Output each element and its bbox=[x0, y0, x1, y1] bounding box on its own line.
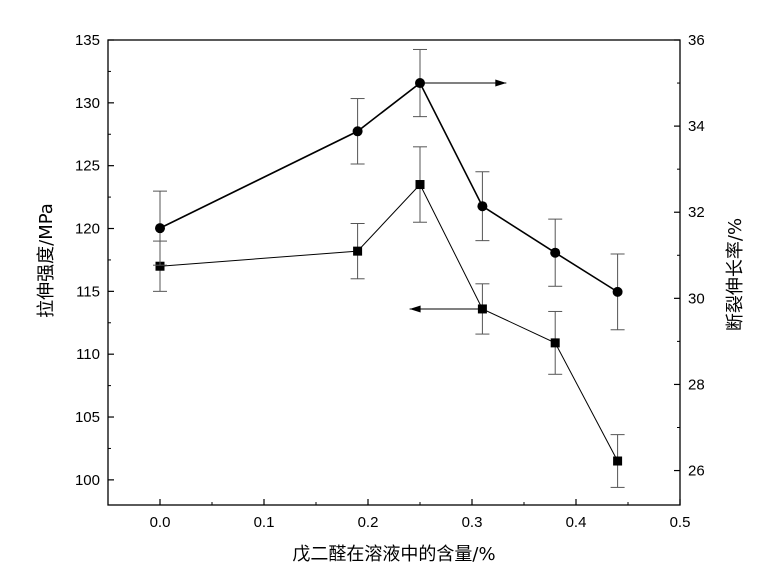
annotation-layer bbox=[409, 79, 507, 313]
right-y-tick-label: 28 bbox=[688, 376, 705, 393]
data-point-square bbox=[155, 261, 165, 271]
series-line bbox=[159, 183, 619, 462]
right-y-tick-label: 32 bbox=[688, 204, 705, 221]
series-line bbox=[159, 81, 619, 293]
left-y-tick-label: 135 bbox=[75, 32, 100, 49]
right-y-tick-label: 34 bbox=[688, 118, 705, 135]
series-elongation bbox=[153, 48, 625, 331]
left-y-tick-label: 105 bbox=[75, 409, 100, 426]
data-point-square bbox=[353, 246, 363, 256]
x-tick-label: 0.3 bbox=[462, 514, 483, 531]
arrow-right bbox=[420, 79, 507, 87]
x-tick-label: 0.1 bbox=[254, 514, 275, 531]
plot-border bbox=[107, 39, 681, 506]
data-point-square bbox=[613, 456, 623, 466]
arrow-left bbox=[409, 305, 483, 313]
data-point-square bbox=[550, 338, 560, 348]
left-y-tick-label: 130 bbox=[75, 95, 100, 112]
x-axis: 0.0 0.1 0.2 0.3 0.4 0.5 bbox=[107, 499, 691, 531]
x-tick-label: 0.2 bbox=[358, 514, 379, 531]
data-point-circle bbox=[612, 286, 623, 297]
right-y-axis-title: 断裂伸长率/% bbox=[725, 218, 746, 331]
right-y-axis: 26 28 30 32 34 36 bbox=[674, 32, 705, 480]
right-y-tick-label: 30 bbox=[688, 290, 705, 307]
x-tick-label: 0.0 bbox=[150, 514, 171, 531]
left-y-axis: 100 105 110 115 120 125 130 135 bbox=[75, 32, 114, 489]
data-point-circle bbox=[155, 223, 165, 234]
left-y-tick-label: 100 bbox=[75, 472, 100, 489]
data-point-circle bbox=[550, 247, 561, 258]
data-point-square bbox=[415, 180, 425, 190]
left-y-axis-title: 拉伸强度/MPa bbox=[36, 203, 57, 318]
data-point-circle bbox=[352, 126, 363, 137]
left-y-tick-label: 120 bbox=[75, 221, 100, 238]
data-point-circle bbox=[477, 201, 488, 212]
right-y-tick-label: 26 bbox=[688, 463, 705, 480]
series-tensile-strength bbox=[153, 146, 625, 488]
right-y-tick-label: 36 bbox=[688, 32, 705, 49]
left-y-tick-label: 110 bbox=[76, 346, 100, 363]
x-axis-title: 戊二醛在溶液中的含量/% bbox=[292, 544, 495, 565]
left-y-tick-label: 115 bbox=[76, 283, 100, 300]
arrow-head bbox=[409, 305, 421, 313]
x-tick-label: 0.5 bbox=[670, 514, 691, 531]
arrow-head bbox=[495, 79, 507, 87]
series-layer bbox=[153, 48, 625, 488]
x-tick-label: 0.4 bbox=[566, 514, 587, 531]
left-y-tick-label: 125 bbox=[75, 158, 100, 175]
plot-frame bbox=[107, 39, 681, 506]
